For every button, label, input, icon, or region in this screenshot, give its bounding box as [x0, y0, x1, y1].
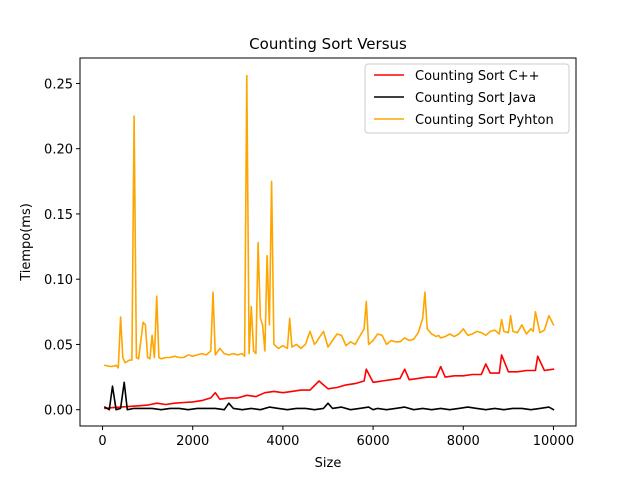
- series-layer: [104, 74, 555, 411]
- legend-box: [364, 63, 570, 134]
- series-line-3: [104, 74, 555, 369]
- plot-frame: [79, 57, 577, 427]
- x-tick-label: 4000: [266, 434, 299, 449]
- legend: Counting Sort C++ Counting Sort Java Count…: [364, 63, 570, 134]
- x-axis-title: Size: [315, 456, 342, 471]
- series-line-2: [104, 381, 555, 411]
- x-tick-label: 8000: [447, 434, 480, 449]
- x-tick-label: 10000: [533, 434, 574, 449]
- y-tick-label: 0.15: [44, 208, 73, 223]
- y-axis-title: Tiempo(ms): [19, 203, 34, 282]
- x-tick-label: 0: [98, 434, 106, 449]
- y-tick-label: 0.05: [44, 338, 73, 353]
- legend-label-1: Counting Sort C++: [415, 69, 539, 84]
- x-tick-label: 6000: [357, 434, 390, 449]
- y-tick-label: 0.25: [44, 77, 73, 92]
- legend-label-2: Counting Sort Java: [415, 91, 536, 106]
- y-tick-label: 0.10: [44, 273, 73, 288]
- x-tick-label: 2000: [176, 434, 209, 449]
- y-tick-label: 0.20: [44, 143, 73, 158]
- x-axis-ticks: 0 2000 4000 6000 8000 10000: [98, 426, 574, 449]
- y-tick-label: 0.00: [44, 404, 73, 419]
- legend-label-3: Counting Sort Pyhton: [415, 113, 554, 128]
- y-axis-ticks: 0.00 0.05 0.10 0.15 0.20 0.25: [44, 77, 80, 419]
- series-line-1: [104, 354, 555, 410]
- chart-title: Counting Sort Versus: [249, 35, 407, 53]
